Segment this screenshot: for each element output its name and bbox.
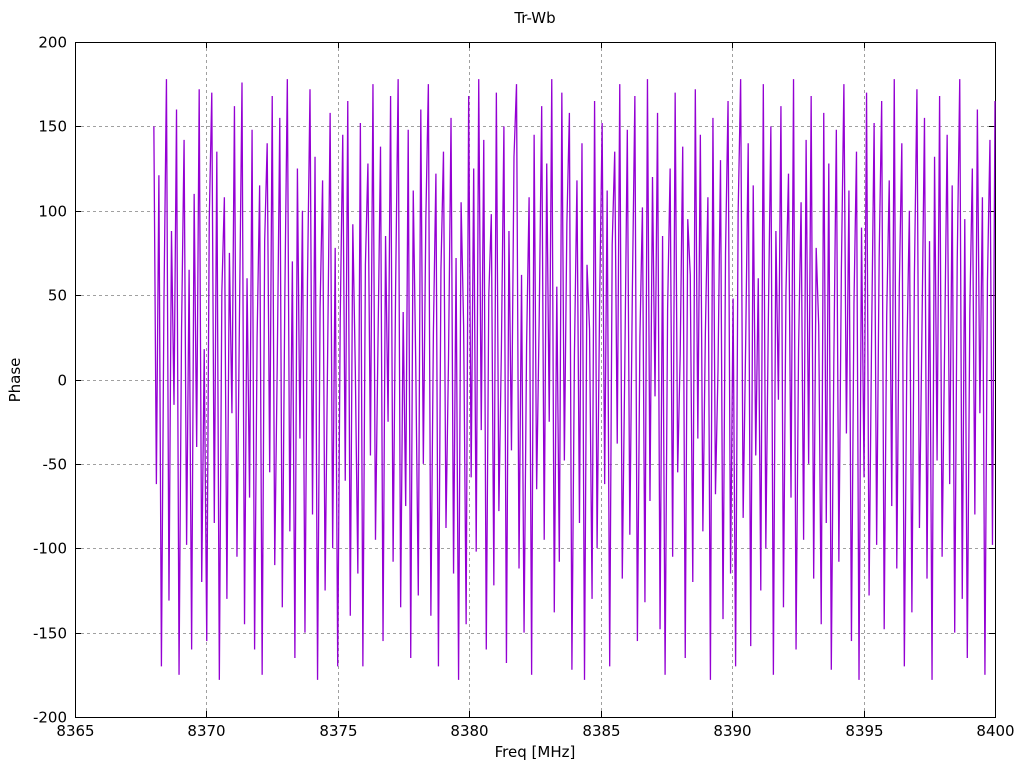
axis-tick-labels: 8365 8370 8375 8380 8385 8390 8395 8400 -200 -150…: [33, 34, 1015, 741]
y-axis-label: Phase: [6, 358, 24, 403]
y-tick-label: -200: [33, 709, 67, 727]
x-tick-label: 8400: [976, 722, 1014, 740]
x-tick-label: 8370: [187, 722, 225, 740]
y-tick-label: -150: [33, 625, 67, 643]
x-axis-label: Freq [MHz]: [495, 743, 576, 761]
y-tick-label: 50: [48, 287, 67, 305]
y-tick-label: 0: [57, 372, 67, 390]
plot-border: [75, 42, 996, 718]
x-tick-label: 8385: [582, 722, 620, 740]
x-tick-label: 8365: [56, 722, 94, 740]
x-tick-label: 8390: [713, 722, 751, 740]
chart-title: Tr-Wb: [513, 9, 555, 27]
x-tick-label: 8375: [319, 722, 357, 740]
plot-frame: [75, 42, 996, 718]
x-tick-label: 8395: [845, 722, 883, 740]
y-tick-label: -100: [33, 540, 67, 558]
phase-trace: [153, 79, 996, 680]
y-tick-label: 150: [38, 118, 67, 136]
x-tick-label: 8380: [450, 722, 488, 740]
y-tick-label: -50: [43, 456, 68, 474]
y-tick-label: 200: [38, 34, 67, 52]
y-tick-label: 100: [38, 203, 67, 221]
phase-trace-line: [153, 79, 996, 680]
